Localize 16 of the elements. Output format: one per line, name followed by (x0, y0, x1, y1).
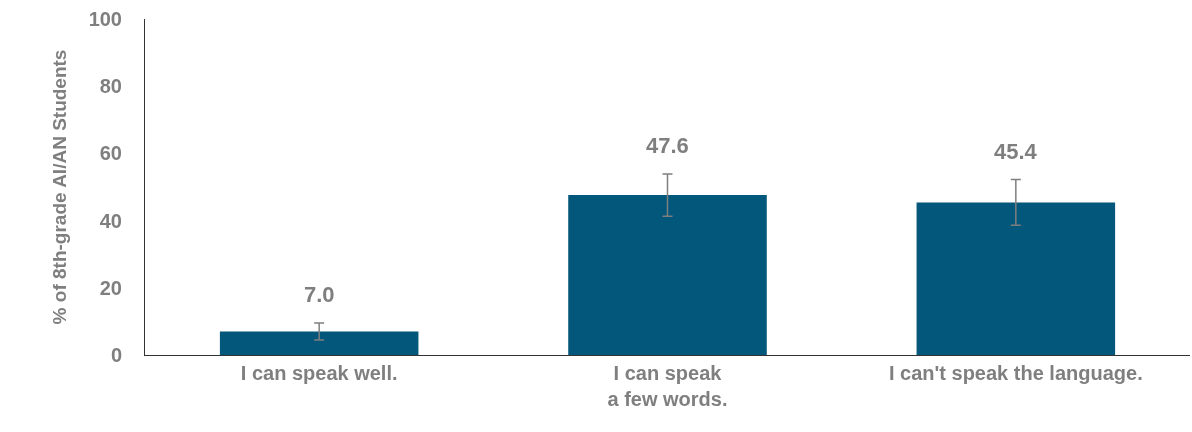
x-tick-label: I can speak well. (240, 362, 398, 384)
y-tick-label: 100 (88, 8, 122, 30)
data-label: 45.4 (994, 139, 1038, 164)
data-label: 47.6 (646, 133, 689, 158)
y-tick-label: 20 (99, 276, 122, 299)
y-tick-label: 60 (99, 142, 122, 165)
bar (568, 195, 767, 355)
bar (219, 331, 419, 355)
y-tick-label: 40 (99, 209, 122, 232)
x-tick-label: I can't speak the language. (888, 362, 1143, 384)
y-axis-title: % of 8th-grade AI/AN Students (49, 49, 71, 325)
data-label: 7.0 (304, 282, 335, 307)
x-tick-label: I can speak a few words. (607, 362, 728, 410)
bar (916, 202, 1116, 355)
y-tick-label: 80 (99, 75, 122, 98)
y-tick-label: 0 (110, 344, 122, 366)
